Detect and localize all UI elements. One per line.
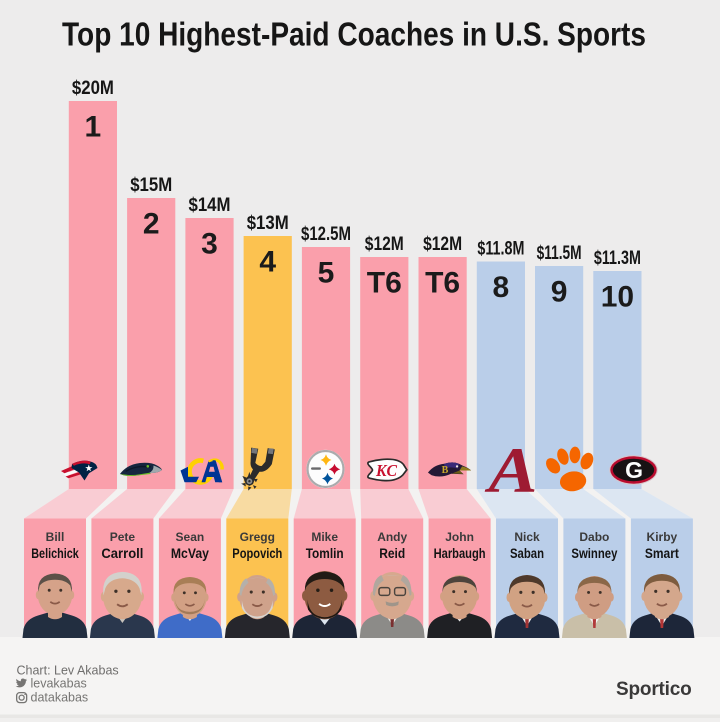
svg-text:$13M: $13M (247, 213, 289, 234)
svg-text:4: 4 (259, 246, 276, 279)
svg-text:B: B (442, 465, 449, 476)
svg-text:Mike: Mike (311, 530, 338, 544)
svg-text:2: 2 (143, 208, 160, 241)
svg-text:$12M: $12M (423, 234, 462, 255)
svg-text:Sean: Sean (176, 530, 205, 544)
svg-text:$14M: $14M (189, 195, 231, 216)
svg-text:3: 3 (201, 228, 218, 261)
svg-text:Carroll: Carroll (101, 546, 143, 561)
svg-text:Saban: Saban (510, 546, 544, 561)
svg-text:KC: KC (375, 461, 398, 480)
svg-text:9: 9 (551, 276, 568, 309)
svg-text:Pete: Pete (110, 530, 136, 544)
svg-text:John: John (445, 530, 474, 544)
svg-text:Reid: Reid (379, 546, 405, 561)
svg-text:Harbaugh: Harbaugh (434, 546, 486, 561)
svg-text:Tomlin: Tomlin (306, 546, 344, 561)
svg-text:5: 5 (318, 257, 335, 290)
svg-text:$12M: $12M (365, 234, 404, 255)
svg-text:$20M: $20M (72, 78, 114, 99)
svg-text:1: 1 (85, 111, 102, 144)
svg-text:Bill: Bill (46, 530, 65, 544)
svg-text:Chart: Lev Akabas: Chart: Lev Akabas (17, 664, 119, 678)
svg-text:Andy: Andy (377, 530, 407, 544)
svg-text:Belichick: Belichick (31, 546, 79, 561)
svg-text:Kirby: Kirby (647, 530, 678, 544)
svg-text:McVay: McVay (171, 546, 209, 561)
svg-text:Gregg: Gregg (240, 530, 275, 544)
svg-text:$15M: $15M (130, 175, 172, 196)
svg-text:$11.5M: $11.5M (537, 243, 582, 264)
svg-text:$11.8M: $11.8M (477, 239, 524, 260)
svg-text:Swinney: Swinney (571, 546, 617, 561)
svg-text:$12.5M: $12.5M (301, 224, 351, 245)
svg-text:T6: T6 (425, 267, 460, 300)
svg-text:A: A (484, 435, 538, 507)
svg-text:8: 8 (493, 271, 510, 304)
svg-text:datakabas: datakabas (31, 691, 89, 705)
svg-text:T6: T6 (367, 267, 402, 300)
svg-text:Nick: Nick (514, 530, 540, 544)
svg-text:10: 10 (601, 281, 634, 314)
svg-text:Sportico: Sportico (616, 679, 691, 700)
svg-text:Top 10 Highest-Paid Coaches in: Top 10 Highest-Paid Coaches in U.S. Spor… (62, 17, 646, 54)
svg-text:levakabas: levakabas (31, 677, 87, 691)
svg-text:$11.3M: $11.3M (594, 248, 641, 269)
svg-text:Dabo: Dabo (579, 530, 609, 544)
svg-text:Smart: Smart (645, 546, 679, 561)
svg-text:Popovich: Popovich (232, 546, 282, 561)
svg-text:G: G (625, 457, 643, 483)
